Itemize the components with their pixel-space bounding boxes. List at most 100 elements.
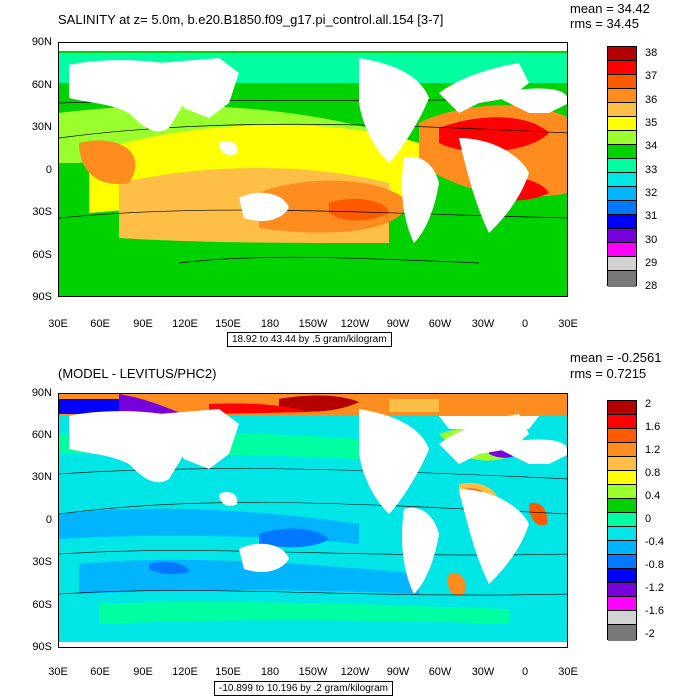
difference-cbar-label: 0.4 [645, 490, 661, 502]
difference-range-label: -10.899 to 10.196 by .2 gram/kilogram [214, 681, 393, 696]
salinity-lon-120e: 120E [172, 318, 198, 330]
salinity-cbar-label: 36 [645, 94, 658, 106]
salinity-cbar-label: 38 [645, 47, 658, 59]
salinity-lon-90e: 90E [133, 318, 153, 330]
difference-color-4 [608, 443, 636, 457]
salinity-map [58, 42, 568, 297]
difference-map-canvas [59, 394, 567, 647]
difference-color-14 [608, 583, 636, 597]
difference-lon-120e: 120E [172, 666, 198, 678]
salinity-mean: mean = 34.42 [570, 1, 650, 16]
difference-mean: mean = -0.2561 [570, 350, 662, 365]
difference-panel: (MODEL - LEVITUS/PHC2) mean = -0.2561 rm… [0, 350, 700, 700]
difference-color-5 [608, 457, 636, 471]
difference-lon-90w: 90W [386, 666, 410, 678]
salinity-color-8 [608, 145, 636, 159]
salinity-cbar-label: 28 [645, 280, 658, 292]
difference-lon-150w: 150W [298, 666, 328, 678]
difference-cbar-label: -2 [645, 628, 655, 640]
difference-color-15 [608, 597, 636, 611]
difference-map [58, 393, 568, 648]
difference-color-8 [608, 499, 636, 513]
salinity-lat-30s: 30S [32, 206, 52, 218]
difference-lon-30e: 30E [48, 666, 68, 678]
difference-color-13 [608, 569, 636, 583]
salinity-cbar-label: 33 [645, 164, 658, 176]
salinity-lon-150w: 150W [298, 318, 328, 330]
difference-lon-0: 0 [521, 666, 529, 678]
salinity-color-16 [608, 257, 636, 271]
difference-lat-30s: 30S [32, 556, 52, 568]
salinity-color-7 [608, 131, 636, 145]
salinity-color-15 [608, 243, 636, 257]
salinity-rms: rms = 34.45 [570, 16, 640, 31]
difference-lon-180: 180 [260, 666, 280, 678]
salinity-color-3 [608, 75, 636, 89]
difference-colorbar [607, 400, 637, 641]
difference-color-11 [608, 541, 636, 555]
salinity-color-10 [608, 173, 636, 187]
salinity-range-label: 18.92 to 43.44 by .5 gram/kilogram [227, 332, 392, 347]
salinity-color-9 [608, 159, 636, 173]
difference-cbar-label: -0.8 [645, 559, 664, 571]
salinity-cbar-label: 35 [645, 117, 658, 129]
salinity-lon-30e-end: 30E [558, 318, 578, 330]
difference-color-16 [608, 611, 636, 625]
difference-cbar-label: 0.8 [645, 467, 661, 479]
salinity-color-12 [608, 201, 636, 215]
difference-color-17 [608, 625, 636, 641]
difference-title: (MODEL - LEVITUS/PHC2) [58, 366, 217, 381]
salinity-cbar-label: 31 [645, 210, 658, 222]
difference-cbar-label: 1.2 [645, 444, 661, 456]
salinity-lon-60w: 60W [428, 318, 452, 330]
difference-lon-120w: 120W [340, 666, 370, 678]
salinity-lon-180: 180 [260, 318, 280, 330]
difference-cbar-label: -1.2 [645, 582, 664, 594]
salinity-color-5 [608, 103, 636, 117]
difference-lat-90n: 90N [31, 387, 52, 399]
salinity-lat-60n: 60N [31, 79, 52, 91]
salinity-cbar-label: 34 [645, 140, 658, 152]
salinity-lon-0: 0 [521, 318, 529, 330]
difference-lon-30e-end: 30E [558, 666, 578, 678]
salinity-lon-120w: 120W [340, 318, 370, 330]
salinity-lon-150e: 150E [215, 318, 241, 330]
difference-color-7 [608, 485, 636, 499]
difference-lon-90e: 90E [133, 666, 153, 678]
difference-lat-90s: 90S [32, 641, 52, 653]
difference-color-9 [608, 513, 636, 527]
difference-lat-0: 0 [45, 514, 52, 526]
salinity-lat-90n: 90N [31, 36, 52, 48]
salinity-cbar-label: 30 [645, 234, 658, 246]
salinity-color-1 [608, 47, 636, 61]
salinity-cbar-label: 37 [645, 70, 658, 82]
salinity-lat-60s: 60S [32, 249, 52, 261]
difference-lon-30w: 30W [471, 666, 495, 678]
difference-cbar-label: 2 [645, 398, 652, 410]
salinity-lon-60e: 60E [90, 318, 110, 330]
salinity-map-canvas [59, 43, 567, 296]
salinity-lat-30n: 30N [31, 121, 52, 133]
difference-cbar-label: 0 [645, 513, 652, 525]
difference-color-1 [608, 401, 636, 415]
salinity-panel: SALINITY at z= 5.0m, b.e20.B1850.f09_g17… [31, 1, 658, 347]
difference-color-2 [608, 415, 636, 429]
difference-color-3 [608, 429, 636, 443]
difference-color-6 [608, 471, 636, 485]
difference-cbar-label: 1.6 [645, 421, 661, 433]
salinity-cbar-label: 32 [645, 187, 658, 199]
difference-color-10 [608, 527, 636, 541]
salinity-title: SALINITY at z= 5.0m, b.e20.B1850.f09_g17… [58, 12, 444, 27]
difference-lat-60n: 60N [31, 429, 52, 441]
salinity-colorbar [607, 46, 637, 287]
difference-rms: rms = 0.7215 [570, 366, 647, 381]
salinity-lat-0: 0 [45, 164, 52, 176]
salinity-color-13 [608, 215, 636, 229]
salinity-lon-90w: 90W [386, 318, 410, 330]
salinity-color-6 [608, 117, 636, 131]
salinity-color-4 [608, 89, 636, 103]
salinity-color-11 [608, 187, 636, 201]
difference-lon-60e: 60E [90, 666, 110, 678]
difference-lat-30n: 30N [31, 471, 52, 483]
salinity-color-14 [608, 229, 636, 243]
